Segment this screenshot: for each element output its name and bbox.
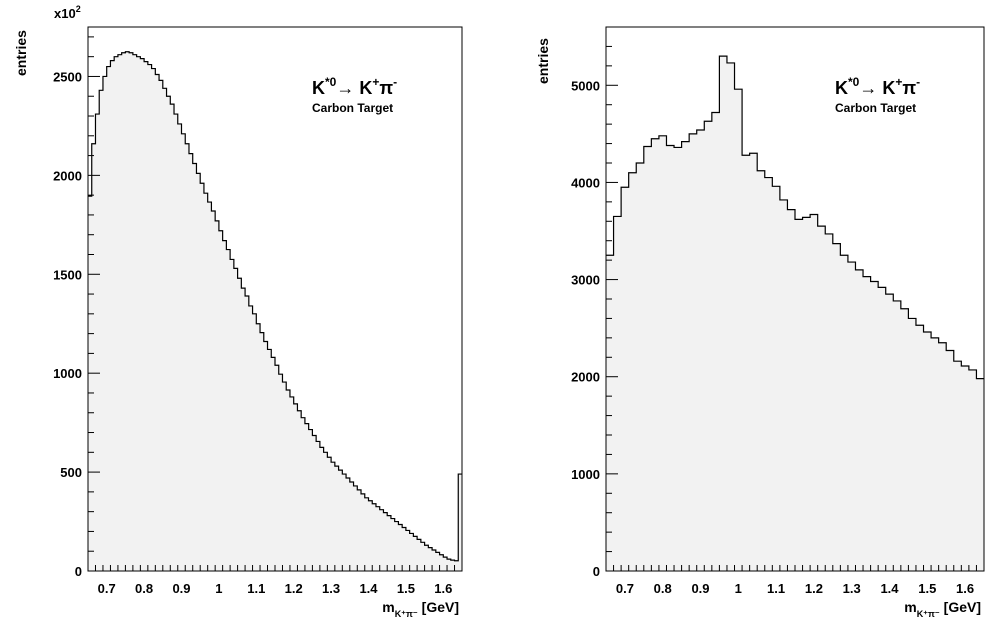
histogram-outline-left [88,51,462,562]
x-tick-label: 1.4 [880,581,899,596]
histogram-fill-left [88,51,462,571]
y-tick-label: 0 [75,564,82,579]
x-tick-label: 1.4 [359,581,378,596]
y-multiplier-left: x102 [54,4,81,21]
y-tick-label: 1000 [571,467,600,482]
y-tick-label: 2000 [53,168,82,183]
x-tick-label: 1 [215,581,222,596]
x-tick-label: 0.7 [616,581,634,596]
x-axis-title-right: mK⁺π⁻ [GeV] [904,599,981,619]
y-tick-label: 0 [593,564,600,579]
y-tick-label: 4000 [571,175,600,190]
x-tick-label: 0.9 [172,581,190,596]
x-tick-label: 1.3 [843,581,861,596]
y-tick-label: 2500 [53,69,82,84]
x-axis-left: 0.7 0.8 0.9 1 1.1 1.2 1.3 1.4 1.5 1.6 [87,565,463,596]
y-tick-label: 2000 [571,370,600,385]
y-axis-right: 0 1000 2000 3000 4000 5000 [571,26,618,579]
x-axis-right: 0.7 0.8 0.9 1 1.1 1.2 1.3 1.4 1.5 1.6 [605,565,985,596]
x-tick-label: 1.6 [434,581,452,596]
chart-right: 0.7 0.8 0.9 1 1.1 1.2 1.3 1.4 1.5 1.6 0 1000 2000 30… [535,26,985,619]
x-tick-label: 0.8 [654,581,672,596]
x-tick-label: 0.9 [691,581,709,596]
x-tick-label: 1.2 [805,581,823,596]
y-tick-label: 1500 [53,267,82,282]
x-tick-label: 0.8 [135,581,153,596]
y-tick-label: 3000 [571,273,600,288]
histogram-fill-right [606,56,984,571]
x-tick-label: 1 [735,581,742,596]
y-tick-label: 500 [60,465,82,480]
chart-left: 0.7 0.8 0.9 1 1.1 1.2 1.3 1.4 1.5 1.6 0 500 1000 150… [13,4,463,619]
x-axis-title-left: mK⁺π⁻ [GeV] [382,599,459,619]
decay-annotation-right: K*0→ K+π- [835,75,920,98]
x-tick-label: 1.1 [767,581,785,596]
x-tick-label: 1.1 [247,581,265,596]
x-tick-label: 1.6 [956,581,974,596]
x-tick-label: 1.5 [918,581,936,596]
target-annotation-right: Carbon Target [835,101,916,115]
y-axis-left: 0 500 1000 1500 2000 2500 [53,36,100,579]
x-tick-label: 1.5 [397,581,415,596]
target-annotation-left: Carbon Target [312,101,393,115]
y-axis-title-right: entries [535,38,551,84]
y-tick-label: 1000 [53,366,82,381]
decay-annotation-left: K*0→ K+π- [312,75,397,98]
x-tick-label: 0.7 [98,581,116,596]
x-tick-label: 1.3 [322,581,340,596]
y-tick-label: 5000 [571,78,600,93]
x-tick-label: 1.2 [285,581,303,596]
histogram-outline-right [606,55,984,380]
y-axis-title-left: entries [13,30,29,76]
